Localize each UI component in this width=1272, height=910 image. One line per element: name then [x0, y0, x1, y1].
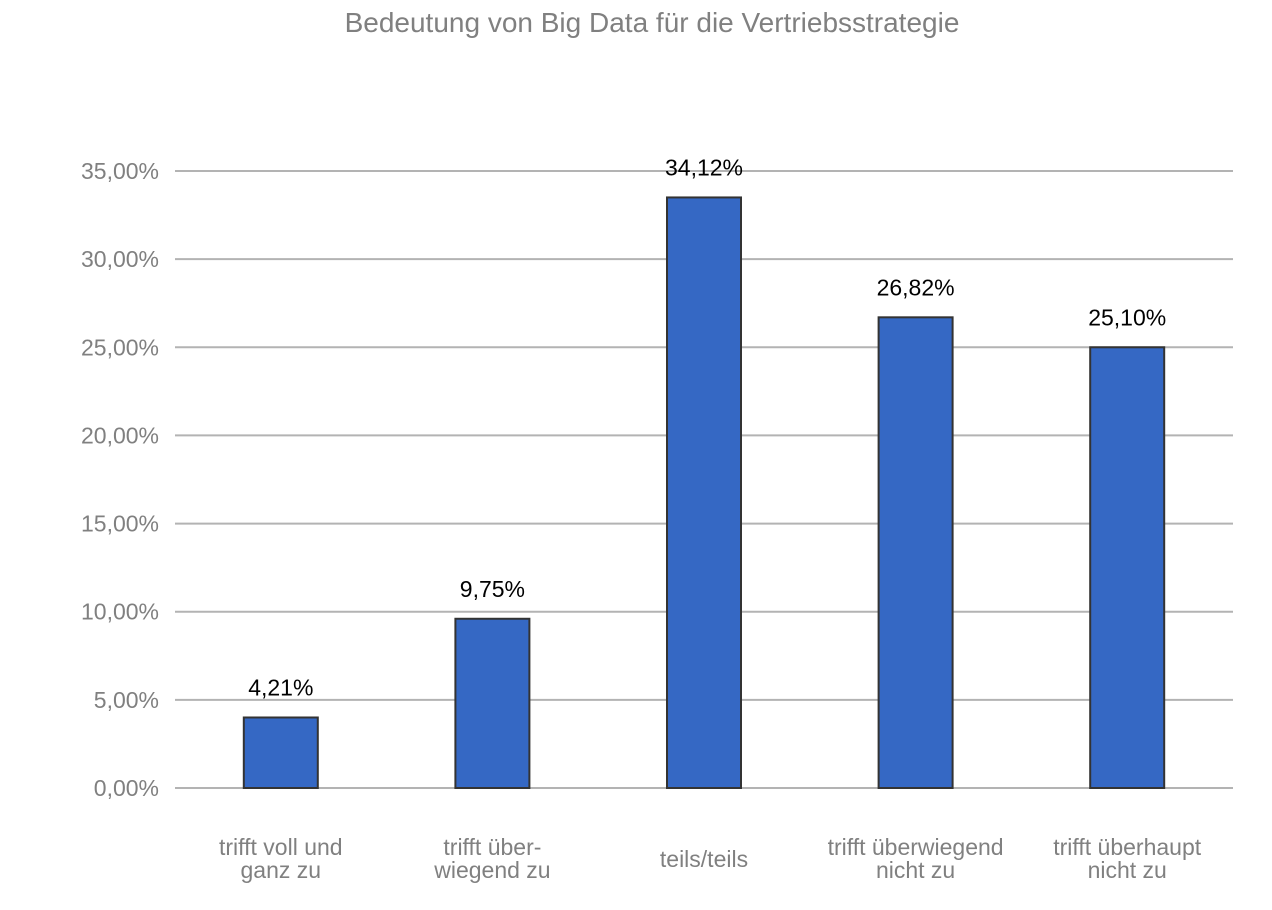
y-axis-tick-labels: 0,00% 5,00% 10,00% 15,00% 20,00% 25,00% 30,00%…: [81, 158, 159, 801]
bar: [242, 716, 319, 789]
bar: [1089, 346, 1166, 789]
y-tick-label: 20,00%: [81, 422, 159, 448]
y-tick-label: 15,00%: [81, 511, 159, 537]
x-tick-label: trifft überhaupt nicht zu: [1053, 834, 1202, 883]
data-labels: 4,21% 9,75% 34,12% 26,82% 25,10%: [248, 154, 1166, 700]
y-tick-label: 10,00%: [81, 599, 159, 625]
x-axis-tick-labels: trifft voll und ganz zu trifft über-wiegen…: [219, 834, 1202, 883]
data-label: 26,82%: [877, 274, 955, 300]
data-label: 34,12%: [665, 154, 743, 180]
bars: [242, 196, 1166, 789]
bar: [877, 316, 954, 789]
x-tick-label: trifft voll und ganz zu: [219, 834, 343, 883]
data-label: 4,21%: [248, 674, 313, 700]
y-tick-label: 0,00%: [94, 775, 159, 801]
y-tick-label: 35,00%: [81, 158, 159, 184]
x-tick-label: trifft über-wiegend zu: [433, 834, 550, 883]
x-tick-label: teils/teils: [660, 846, 748, 872]
chart-title: Bedeutung von Big Data für die Vertriebs…: [345, 7, 960, 38]
y-tick-label: 5,00%: [94, 687, 159, 713]
data-label: 9,75%: [460, 576, 525, 602]
y-tick-label: 30,00%: [81, 246, 159, 272]
y-tick-label: 25,00%: [81, 334, 159, 360]
bar: [454, 617, 531, 789]
bar: [666, 196, 742, 789]
x-tick-label: trifft überwiegend nicht zu: [828, 834, 1004, 883]
data-label: 25,10%: [1088, 304, 1166, 330]
